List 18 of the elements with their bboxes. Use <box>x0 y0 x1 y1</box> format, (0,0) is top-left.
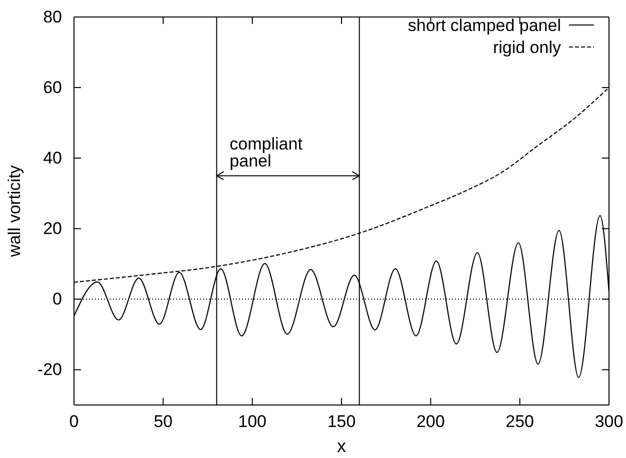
x-tick-label: 200 <box>416 412 445 432</box>
x-axis-title: x <box>337 436 346 456</box>
x-tick-label: 0 <box>69 412 79 432</box>
legend-label: rigid only <box>492 38 562 57</box>
x-tick-label: 250 <box>506 412 534 432</box>
x-tick-label: 300 <box>594 412 624 432</box>
x-tick-label: 150 <box>327 412 356 432</box>
y-tick-label: 60 <box>43 78 62 97</box>
x-tick-label: 100 <box>238 412 267 432</box>
y-tick-label: -20 <box>37 360 62 380</box>
x-tick-label: 50 <box>154 412 173 432</box>
y-tick-label: 0 <box>52 290 62 309</box>
y-tick-label: 20 <box>43 219 62 238</box>
y-tick-label: 40 <box>43 148 62 168</box>
legend-label: short clamped panel <box>408 16 561 35</box>
y-tick-label: 80 <box>43 7 62 26</box>
annotation: compliant panel <box>230 134 303 171</box>
y-axis-title: wall vorticity <box>5 164 24 258</box>
